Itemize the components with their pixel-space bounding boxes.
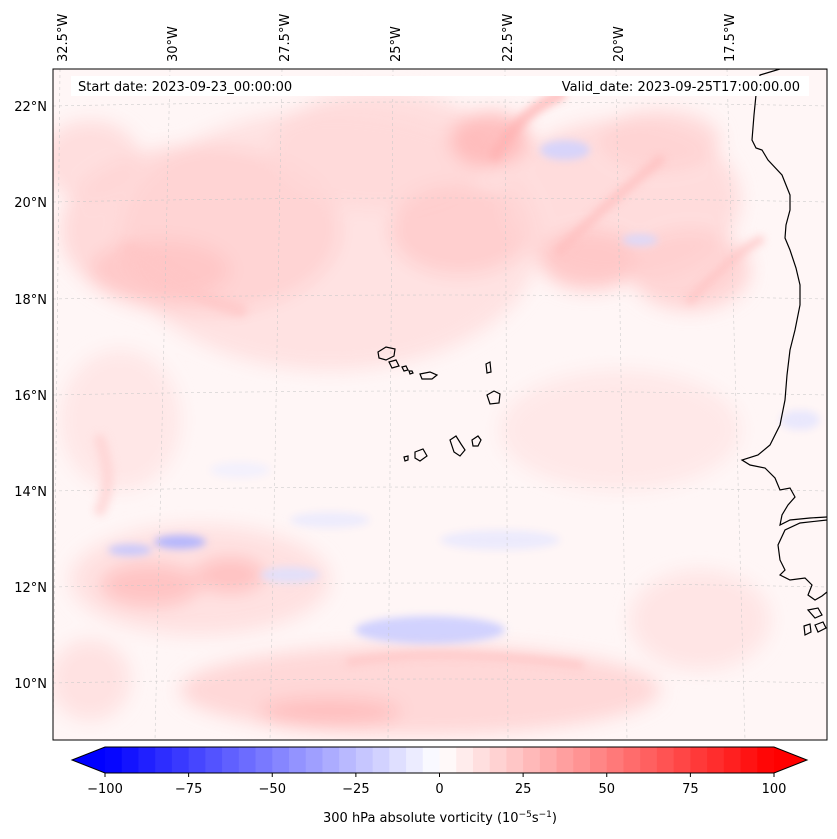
colorbar-segment: [623, 747, 641, 773]
colorbar-label-exponent-2: −1: [539, 810, 552, 820]
negative-vorticity-field: [108, 140, 820, 644]
colorbar-label-close: ): [552, 811, 557, 826]
colorbar-segment: [322, 747, 340, 773]
colorbar-tick-label: 75: [682, 782, 699, 797]
gridlines: [53, 69, 827, 740]
valid-date-label: Valid_date: 2023-09-25T17:00:00.00: [562, 80, 800, 95]
lat-label: 10°N: [14, 677, 47, 692]
lon-label: 25°W: [389, 26, 404, 62]
lat-label: 20°N: [14, 196, 47, 211]
colorbar-segment: [389, 747, 407, 773]
colorbar-tick-label: −50: [259, 782, 286, 797]
colorbar-tick-label: −100: [87, 782, 123, 797]
bissagos-islands: [803, 607, 827, 636]
colorbar-segments: [105, 747, 775, 773]
colorbar-ticks: −100 −75 −50 −25 0 25 50 75 100: [87, 773, 786, 797]
colorbar-segment: [255, 747, 273, 773]
colorbar-segment: [656, 747, 675, 773]
lon-label: 20°W: [612, 26, 627, 62]
latitude-labels: 22°N 20°N 18°N 16°N 14°N 12°N 10°N: [14, 100, 47, 692]
colorbar-segment: [472, 747, 491, 773]
vorticity-streaks: [94, 89, 765, 669]
colorbar-segment: [489, 747, 507, 773]
colorbar-segment: [288, 747, 307, 773]
colorbar-segment: [305, 747, 323, 773]
colorbar-label-text: 300 hPa absolute vorticity (10: [323, 811, 519, 826]
map-panel: [53, 69, 827, 740]
colorbar-tick-label: −75: [175, 782, 202, 797]
colorbar-label-unit: s: [532, 811, 539, 826]
lat-label: 12°N: [14, 581, 47, 596]
colorbar-segment: [606, 747, 624, 773]
colorbar-extend-high: [774, 747, 807, 773]
colorbar-segment: [590, 747, 608, 773]
lon-label: 32.5°W: [56, 14, 71, 62]
colorbar-segment: [740, 747, 758, 773]
cape-verde-islands: [377, 346, 501, 462]
lon-label: 27.5°W: [278, 14, 293, 62]
colorbar-segment: [339, 747, 357, 773]
vorticity-field: [53, 90, 770, 735]
colorbar-label-exponent: −5: [519, 810, 532, 820]
colorbar-segment: [640, 747, 658, 773]
colorbar-extend-low: [72, 747, 105, 773]
colorbar-segment: [355, 747, 374, 773]
coastlines: [740, 69, 827, 636]
colorbar-tick-label: −25: [342, 782, 369, 797]
colorbar-segment: [205, 747, 223, 773]
colorbar-tick-label: 0: [435, 782, 443, 797]
lat-label: 16°N: [14, 389, 47, 404]
colorbar: −100 −75 −50 −25 0 25 50 75 100 300 hPa absolute…: [70, 746, 809, 826]
colorbar-segment: [690, 747, 708, 773]
colorbar-segment: [456, 747, 474, 773]
colorbar-segment: [138, 747, 156, 773]
colorbar-label: 300 hPa absolute vorticity (10−5s−1): [323, 810, 557, 826]
colorbar-tick-label: 100: [762, 782, 787, 797]
colorbar-segment: [506, 747, 524, 773]
lat-label: 18°N: [14, 293, 47, 308]
colorbar-tick-label: 25: [515, 782, 532, 797]
colorbar-segment: [422, 747, 440, 773]
colorbar-segment: [188, 747, 206, 773]
colorbar-segment: [272, 747, 290, 773]
date-banner: [71, 76, 809, 96]
lon-label: 22.5°W: [501, 14, 516, 62]
colorbar-segment: [757, 747, 775, 773]
colorbar-segment: [238, 747, 256, 773]
colorbar-segment: [539, 747, 557, 773]
colorbar-segment: [105, 747, 123, 773]
colorbar-segment: [707, 747, 725, 773]
colorbar-segment: [673, 747, 691, 773]
colorbar-segment: [556, 747, 574, 773]
colorbar-tick-label: 50: [598, 782, 615, 797]
longitude-labels: 32.5°W 30°W 27.5°W 25°W 22.5°W 20°W 17.5…: [56, 14, 738, 62]
colorbar-segment: [523, 747, 541, 773]
lon-label: 17.5°W: [723, 14, 738, 62]
colorbar-segment: [439, 747, 457, 773]
colorbar-segment: [121, 747, 139, 773]
colorbar-segment: [372, 747, 390, 773]
lat-label: 14°N: [14, 485, 47, 500]
start-date-label: Start date: 2023-09-23_00:00:00: [78, 80, 292, 95]
africa-coastline: [740, 69, 827, 527]
colorbar-segment: [155, 747, 173, 773]
colorbar-segment: [723, 747, 741, 773]
colorbar-segment: [573, 747, 591, 773]
colorbar-segment: [222, 747, 240, 773]
lon-label: 30°W: [166, 26, 181, 62]
africa-coastline-south: [777, 519, 827, 601]
map-frame: [52, 68, 828, 741]
colorbar-segment: [406, 747, 424, 773]
lat-label: 22°N: [14, 100, 47, 115]
colorbar-segment: [171, 747, 190, 773]
